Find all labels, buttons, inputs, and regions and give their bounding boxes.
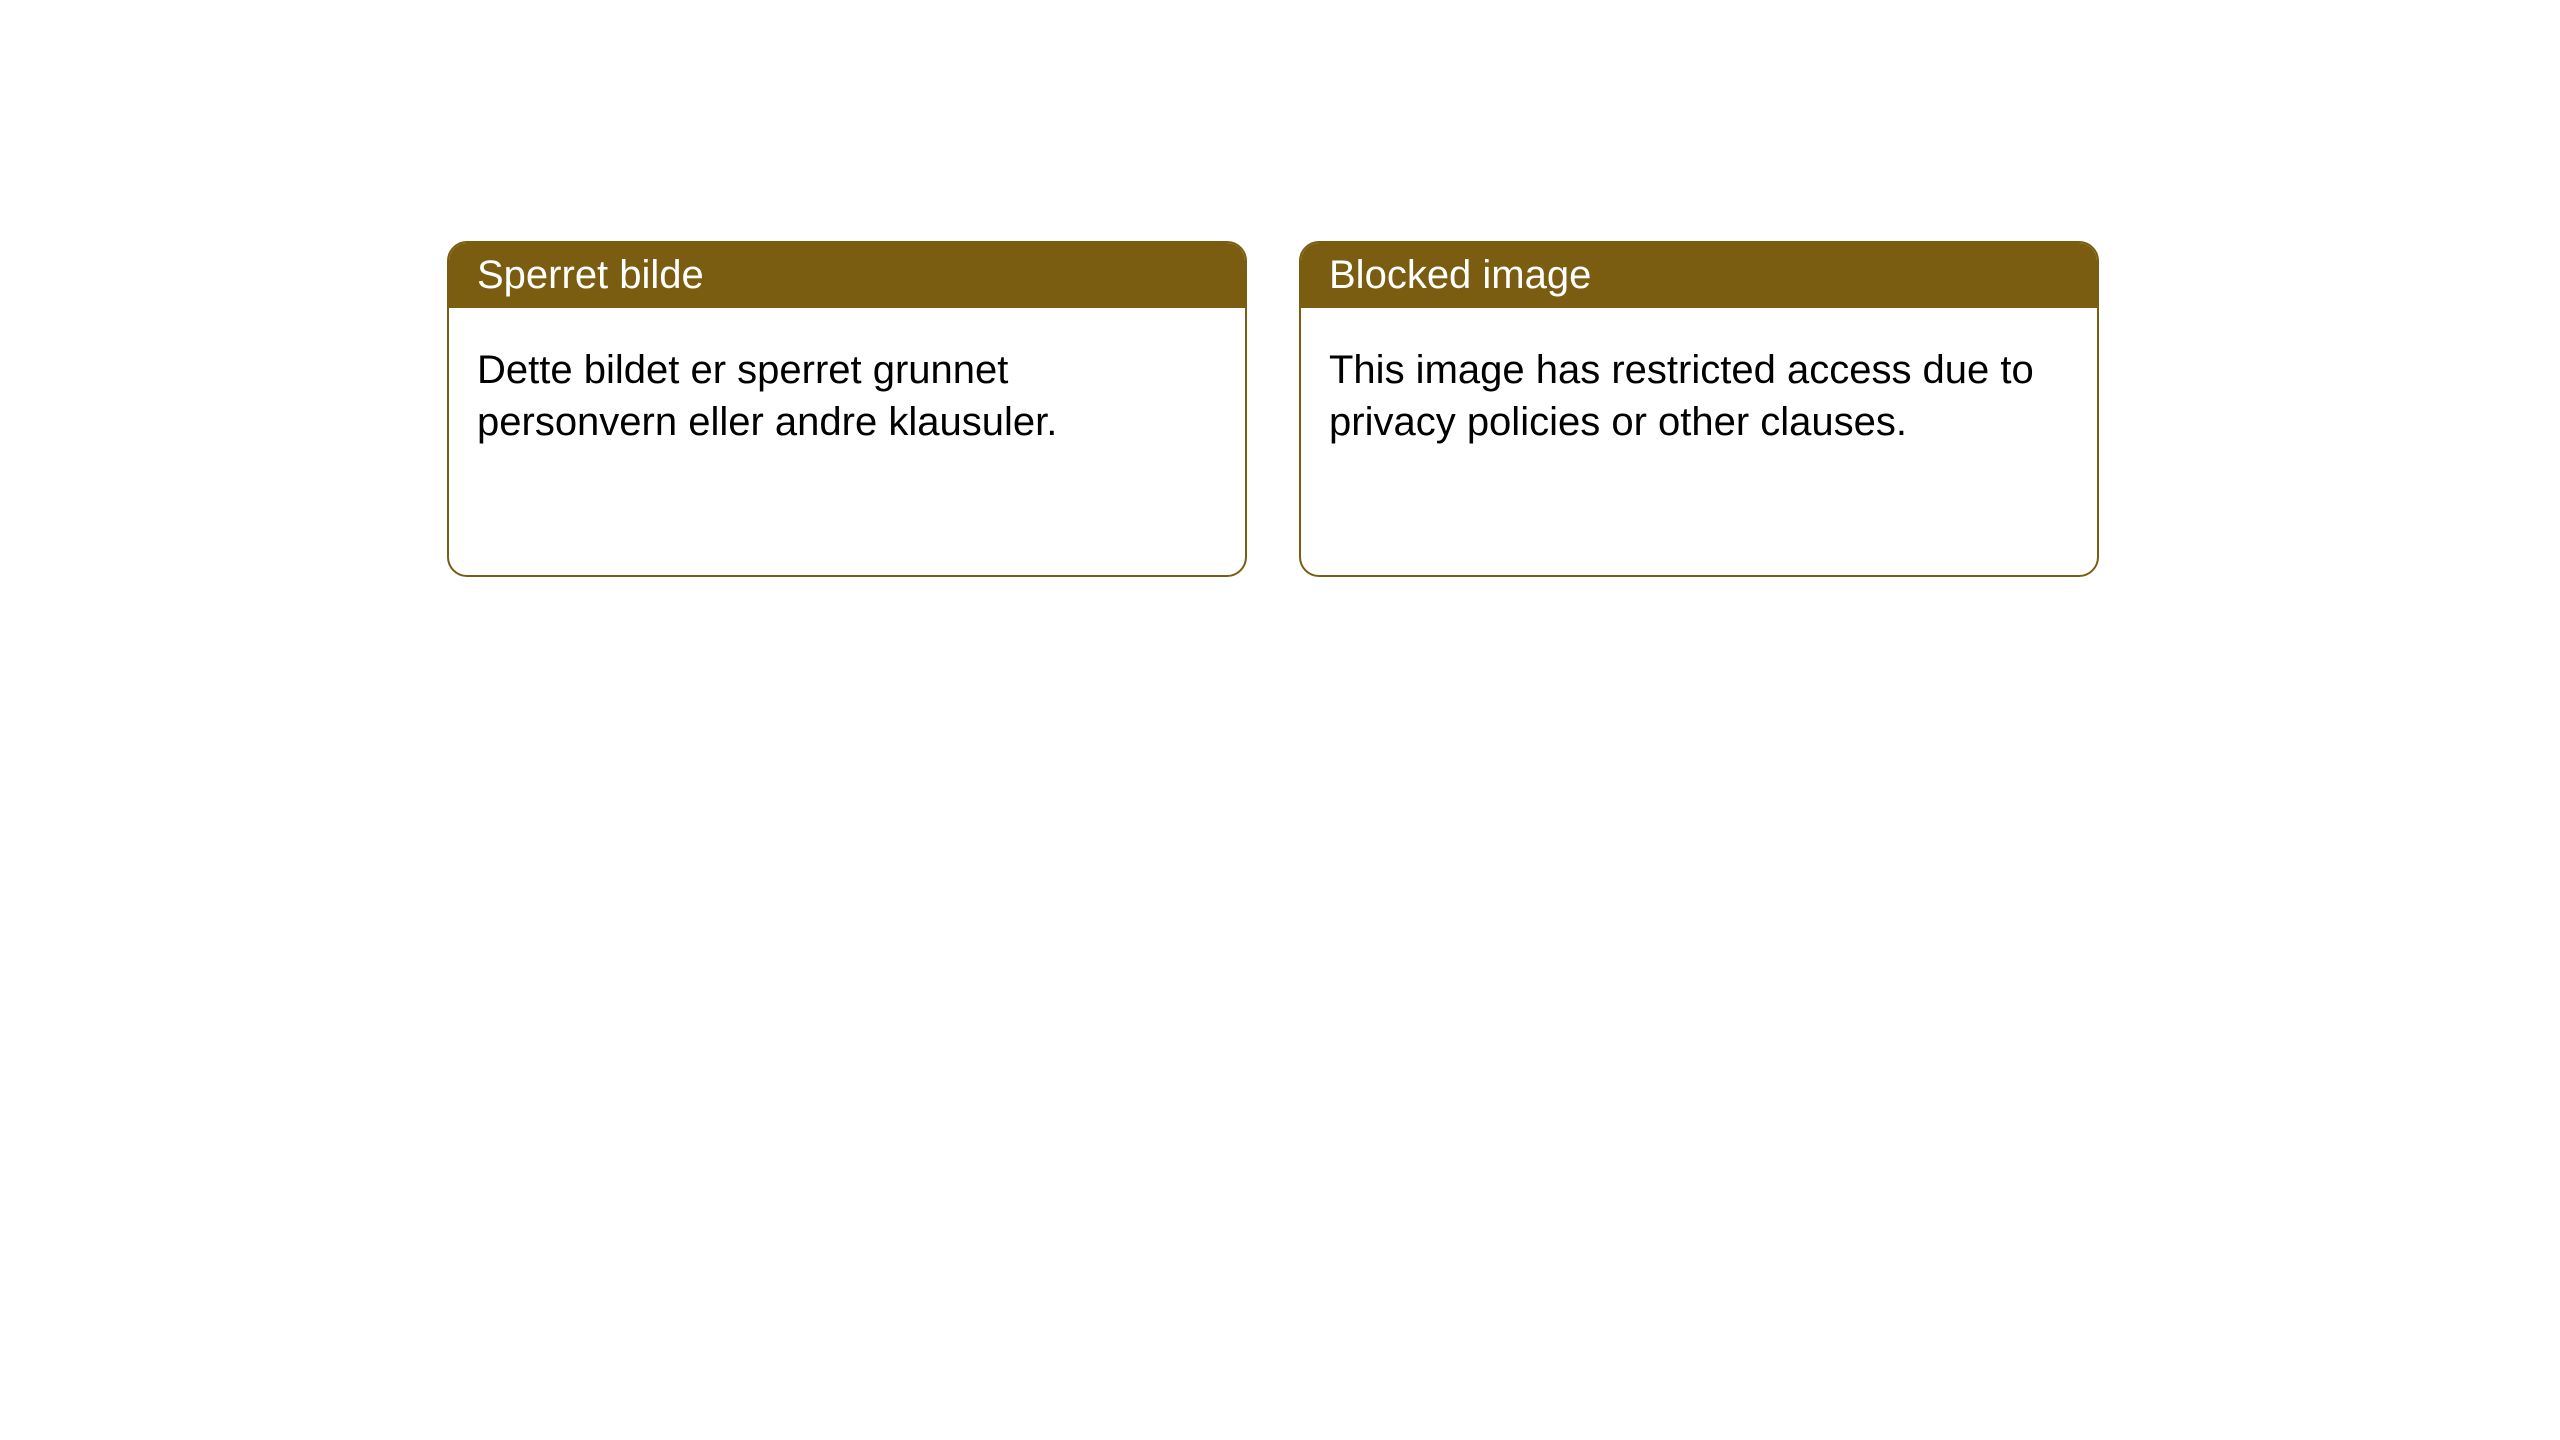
notice-container: Sperret bilde Dette bildet er sperret gr…: [0, 0, 2560, 577]
card-header: Sperret bilde: [449, 243, 1245, 308]
card-body: Dette bildet er sperret grunnet personve…: [449, 308, 1245, 484]
blocked-image-card-en: Blocked image This image has restricted …: [1299, 241, 2099, 577]
card-body: This image has restricted access due to …: [1301, 308, 2097, 484]
card-title: Sperret bilde: [477, 253, 704, 297]
card-header: Blocked image: [1301, 243, 2097, 308]
card-title: Blocked image: [1329, 253, 1591, 297]
card-body-text: This image has restricted access due to …: [1329, 348, 2034, 444]
blocked-image-card-no: Sperret bilde Dette bildet er sperret gr…: [447, 241, 1247, 577]
card-body-text: Dette bildet er sperret grunnet personve…: [477, 348, 1057, 444]
